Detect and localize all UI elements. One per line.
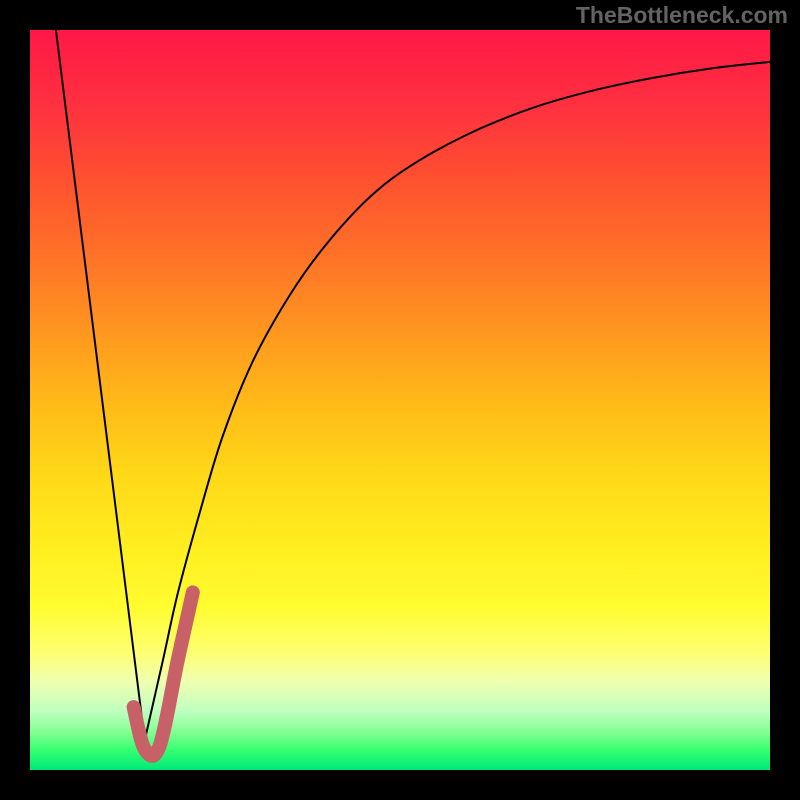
watermark-text: TheBottleneck.com	[576, 2, 788, 29]
right-rising-curve	[145, 62, 770, 741]
left-descending-line	[56, 30, 145, 740]
pink-hook-marker	[134, 592, 193, 756]
curve-layer	[30, 30, 770, 770]
plot-area	[30, 30, 770, 770]
chart-container: TheBottleneck.com	[0, 0, 800, 800]
